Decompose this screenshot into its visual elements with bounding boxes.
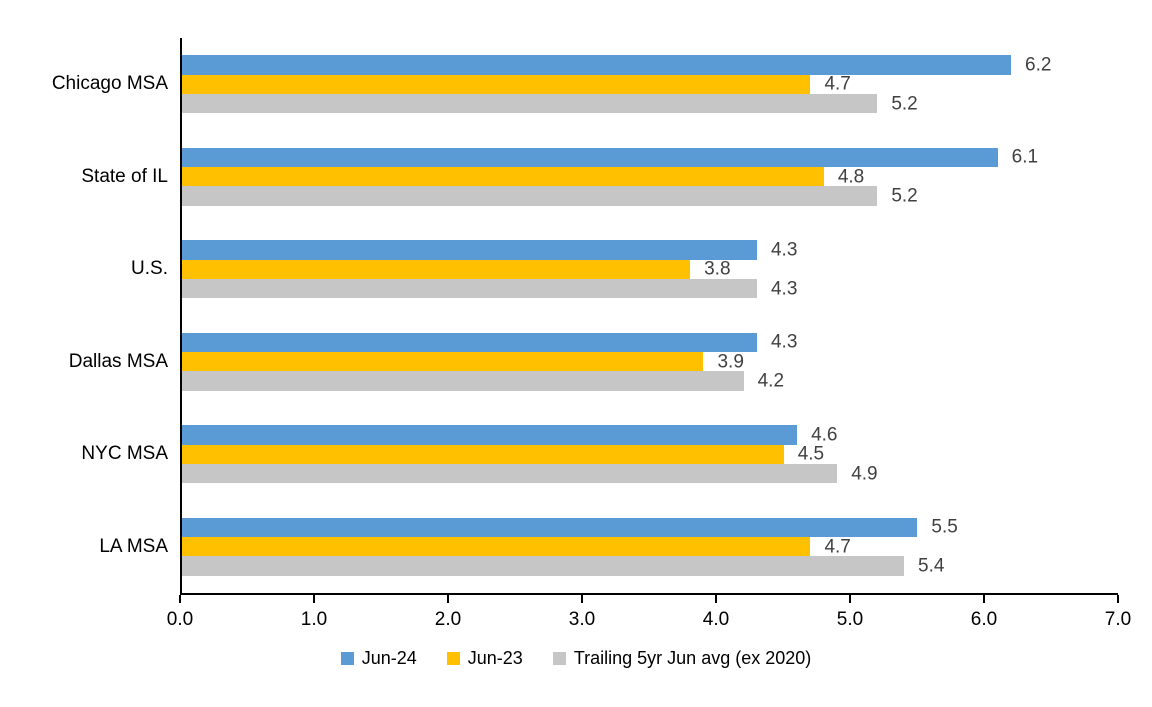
x-tick-label: 4.0 <box>702 609 730 630</box>
bar-value-label: 3.8 <box>704 258 731 280</box>
bar-jun-23-u-s: 3.8 <box>182 259 731 279</box>
bar-value-label: 4.8 <box>837 166 865 188</box>
legend-item-jun-24: Jun-24 <box>340 648 417 669</box>
chart-legend: Jun-24 Jun-23 Trailing 5yr Jun avg (ex 202… <box>0 648 1152 669</box>
legend-label-trailing-5yr-jun-avg-ex-2020: Trailing 5yr Jun avg (ex 2020) <box>573 648 812 668</box>
bar-jun-23-chicago-msa: 4.7 <box>182 74 851 94</box>
bar-value-label: 4.9 <box>851 463 878 485</box>
bar-value-label: 4.3 <box>770 331 798 353</box>
bar-rows-container: Chicago MSA 6.2 4.7 5.2 State of IL 6.1 4.8 5.2… <box>52 38 1118 594</box>
legend-label-jun-23: Jun-23 <box>467 648 523 668</box>
bar-jun-23-nyc-msa: 4.5 <box>182 444 824 464</box>
bar-jun-24-chicago-msa: 6.2 <box>182 55 1051 75</box>
x-tick-mark <box>849 595 851 603</box>
bar-value-label: 5.2 <box>891 93 918 115</box>
category-label-dallas-msa: Dallas MSA <box>68 350 168 372</box>
legend-swatch-jun-24 <box>340 652 354 665</box>
x-tick-mark <box>179 595 181 603</box>
x-axis-line <box>180 593 1118 595</box>
legend-swatch-jun-23 <box>446 652 460 665</box>
category-label-nyc-msa: NYC MSA <box>81 443 168 465</box>
plot-area: Chicago MSA 6.2 4.7 5.2 State of IL 6.1 4.8 5.2… <box>52 38 1131 630</box>
bar-jun-23-dallas-msa: 3.9 <box>182 352 744 372</box>
bar-value-label: 6.2 <box>1025 54 1052 76</box>
category-row-chicago-msa: Chicago MSA 6.2 4.7 5.2 <box>52 38 1118 131</box>
category-label-u-s: U.S. <box>131 258 168 280</box>
bar-jun-24-dallas-msa: 4.3 <box>182 332 797 353</box>
legend-swatch-trailing-5yr-jun-avg-ex-2020 <box>552 652 566 665</box>
bar-jun-23-la-msa: 4.7 <box>182 537 851 557</box>
bar-value-label: 5.5 <box>931 516 958 538</box>
x-tick-label: 1.0 <box>300 609 328 630</box>
y-axis-line <box>180 38 182 595</box>
bar-jun-24-nyc-msa: 4.6 <box>182 425 838 445</box>
category-row-dallas-msa: Dallas MSA 4.3 3.9 4.2 <box>69 316 1118 409</box>
bar-value-label: 4.3 <box>770 278 798 300</box>
category-row-la-msa: LA MSA 5.5 4.7 5.4 <box>99 501 1118 594</box>
category-label-la-msa: LA MSA <box>99 535 168 557</box>
x-tick-mark <box>1117 595 1119 603</box>
bar-value-label: 3.9 <box>717 351 744 373</box>
category-label-state-of-il: State of IL <box>81 165 168 187</box>
x-tick-label: 5.0 <box>836 609 864 630</box>
category-row-state-of-il: State of IL 6.1 4.8 5.2 <box>81 131 1118 224</box>
bar-value-label: 5.4 <box>918 555 945 577</box>
x-tick-mark <box>983 595 985 603</box>
x-tick-label: 3.0 <box>568 609 596 630</box>
bar-value-label: 4.3 <box>770 239 798 261</box>
bar-value-label: 4.7 <box>824 73 851 95</box>
bar-trailing-5yr-jun-avg-ex-2020-state-of-il: 5.2 <box>182 186 918 206</box>
bar-value-label: 5.2 <box>891 185 918 207</box>
x-axis-ticks: 0.0 1.0 2.0 3.0 4.0 5.0 6.0 7.0 <box>167 595 1131 635</box>
category-row-nyc-msa: NYC MSA 4.6 4.5 4.9 <box>81 408 1118 501</box>
bar-value-label: 4.7 <box>824 536 851 558</box>
bar-trailing-5yr-jun-avg-ex-2020-u-s: 4.3 <box>182 278 797 299</box>
category-label-chicago-msa: Chicago MSA <box>51 73 168 95</box>
bar-trailing-5yr-jun-avg-ex-2020-nyc-msa: 4.9 <box>182 463 878 484</box>
bar-jun-24-u-s: 4.3 <box>182 240 797 260</box>
bar-value-label: 4.6 <box>811 424 838 446</box>
x-tick-mark <box>313 595 315 603</box>
x-tick-mark <box>447 595 449 603</box>
bar-jun-24-la-msa: 5.5 <box>182 517 958 538</box>
x-tick-label: 7.0 <box>1104 609 1132 630</box>
bar-trailing-5yr-jun-avg-ex-2020-dallas-msa: 4.2 <box>182 371 784 391</box>
x-tick-label: 6.0 <box>970 609 998 630</box>
bar-trailing-5yr-jun-avg-ex-2020-chicago-msa: 5.2 <box>182 93 918 114</box>
bar-value-label: 6.1 <box>1011 146 1039 168</box>
legend-label-jun-24: Jun-24 <box>361 648 417 668</box>
bar-trailing-5yr-jun-avg-ex-2020-la-msa: 5.4 <box>182 556 944 576</box>
bar-jun-23-state-of-il: 4.8 <box>182 167 864 187</box>
bar-value-label: 4.2 <box>757 370 785 392</box>
x-tick-label: 0.0 <box>166 609 194 630</box>
x-tick-mark <box>715 595 717 603</box>
category-row-u-s: U.S. 4.3 3.8 4.3 <box>131 223 1118 316</box>
x-tick-mark <box>581 595 583 603</box>
x-tick-label: 2.0 <box>434 609 462 630</box>
bar-value-label: 4.5 <box>797 443 825 465</box>
legend-item-jun-23: Jun-23 <box>446 648 523 669</box>
legend-item-trailing-5yr-jun-avg-ex-2020: Trailing 5yr Jun avg (ex 2020) <box>552 648 812 669</box>
bar-jun-24-state-of-il: 6.1 <box>182 147 1038 168</box>
